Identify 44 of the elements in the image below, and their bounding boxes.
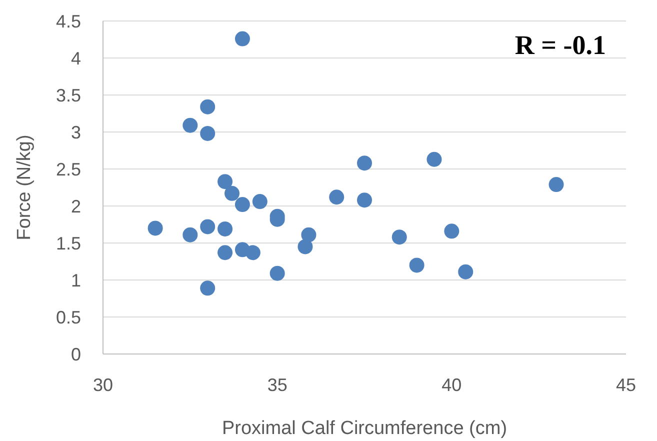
point [329, 190, 344, 205]
y-tick-label: 3 [70, 122, 81, 142]
point [182, 118, 198, 133]
y-tick-label: 3.5 [56, 85, 81, 106]
point [270, 266, 285, 281]
x-axis-title: Proximal Calf Circumference (cm) [222, 418, 508, 439]
point [234, 31, 250, 46]
point [252, 194, 268, 210]
point [298, 239, 313, 254]
x-tick-label: 30 [92, 375, 114, 395]
point [182, 227, 198, 242]
point [409, 258, 424, 273]
y-axis-title: Force (N/kg) [14, 134, 35, 240]
point [218, 174, 233, 190]
point [200, 99, 216, 114]
point [148, 220, 163, 236]
y-tick-label: 2 [70, 196, 81, 216]
y-tick-label: 0.5 [56, 307, 81, 328]
point [392, 230, 407, 245]
point [218, 245, 233, 260]
point [200, 126, 216, 141]
point [548, 177, 564, 192]
y-tick-label: 1.5 [56, 233, 81, 254]
point [301, 227, 316, 242]
point [357, 192, 372, 208]
point [357, 156, 372, 171]
point [200, 280, 216, 296]
point [444, 224, 460, 239]
point [234, 197, 250, 212]
x-tick-label: 35 [267, 375, 288, 395]
y-tick-label: 0 [70, 344, 81, 364]
y-tick-label: 1 [70, 270, 81, 290]
x-tick-label: 45 [616, 375, 636, 395]
y-tick-label: 4.5 [56, 11, 81, 32]
point [245, 245, 260, 260]
x-tick-label: 40 [442, 375, 462, 395]
point [218, 221, 233, 236]
point [224, 186, 240, 201]
point [200, 219, 216, 234]
point [426, 152, 442, 167]
y-tick-label: 2.5 [56, 159, 81, 180]
y-tick-label: 4 [70, 48, 81, 68]
point [458, 264, 474, 280]
annotation: R = -0.1 [514, 30, 606, 60]
